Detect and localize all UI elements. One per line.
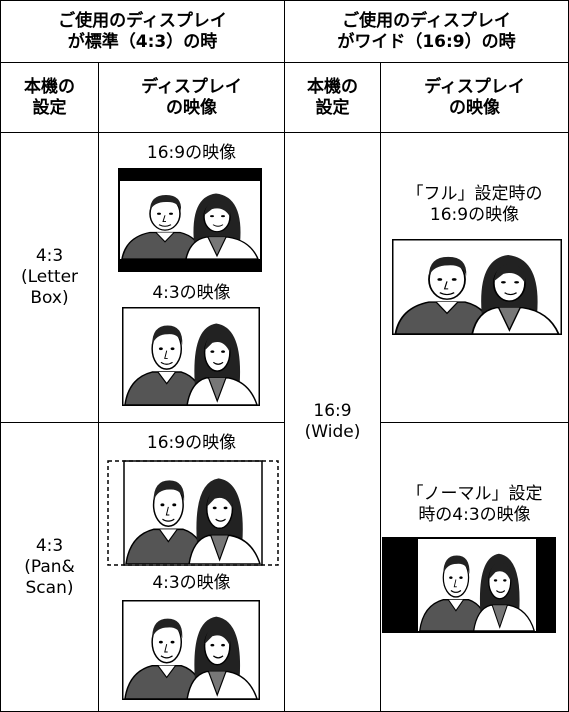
caption: 16:9の映像 xyxy=(98,433,285,454)
subheader-cell: ディスプレイ の映像 xyxy=(98,62,285,133)
image-4-3 xyxy=(122,307,260,406)
subheader-text: 設定 xyxy=(32,97,67,118)
caption: 4:3の映像 xyxy=(98,283,285,304)
normal-image xyxy=(382,537,556,633)
full-image xyxy=(392,239,562,335)
header-cell: ご使用のディスプレイ が標準（4:3）の時 xyxy=(0,0,285,63)
setting-text: (Pan& xyxy=(24,556,75,577)
subheader-cell: ディスプレイ の映像 xyxy=(380,62,569,133)
setting-text: Scan) xyxy=(25,577,74,598)
caption-text: 時の4:3の映像 xyxy=(418,505,531,525)
setting-text: (Letter xyxy=(20,267,79,287)
caption-text: 4:3の映像 xyxy=(152,283,231,303)
header-text: が標準（4:3）の時 xyxy=(67,31,218,52)
subheader-text: 本機の xyxy=(307,76,358,97)
pan-scan-image xyxy=(107,460,279,566)
subheader-text: の映像 xyxy=(449,97,500,118)
image-4-3 xyxy=(122,600,260,700)
header-text: ご使用のディスプレイ xyxy=(58,10,227,31)
subheader-text: 設定 xyxy=(315,97,350,118)
caption: 「フル」設定時の 16:9の映像 xyxy=(380,184,569,226)
caption: 16:9の映像 xyxy=(98,143,285,164)
subheader-text: ディスプレイ xyxy=(141,76,242,97)
caption-text: 16:9の映像 xyxy=(429,205,520,225)
subheader-text: ディスプレイ xyxy=(424,76,525,97)
setting-cell: 4:3 (Letter Box) xyxy=(0,132,99,423)
setting-text: 16:9 xyxy=(313,401,352,421)
subheader-cell: 本機の 設定 xyxy=(284,62,381,133)
caption-text: 4:3の映像 xyxy=(152,573,231,593)
caption: 4:3の映像 xyxy=(98,573,285,594)
caption: 「ノーマル」設定 時の4:3の映像 xyxy=(380,484,569,526)
caption-text: 16:9の映像 xyxy=(146,143,237,163)
header-text: ご使用のディスプレイ xyxy=(342,10,511,31)
subheader-text: の映像 xyxy=(166,97,217,118)
subheader-text: 本機の xyxy=(24,76,75,97)
setting-cell: 4:3 (Pan& Scan) xyxy=(0,422,99,712)
setting-text: (Wide) xyxy=(304,422,361,442)
setting-text: Box) xyxy=(30,288,69,308)
header-cell: ご使用のディスプレイ がワイド（16:9）の時 xyxy=(284,0,569,63)
caption-text: 「フル」設定時の xyxy=(406,184,543,204)
caption-text: 16:9の映像 xyxy=(146,433,237,453)
letterbox-image xyxy=(118,168,262,272)
setting-text: 4:3 xyxy=(35,535,64,556)
setting-text: 4:3 xyxy=(35,246,64,266)
caption-text: 「ノーマル」設定 xyxy=(406,484,543,504)
subheader-cell: 本機の 設定 xyxy=(0,62,99,133)
header-text: がワイド（16:9）の時 xyxy=(337,31,516,52)
setting-cell: 16:9 (Wide) xyxy=(284,132,381,712)
